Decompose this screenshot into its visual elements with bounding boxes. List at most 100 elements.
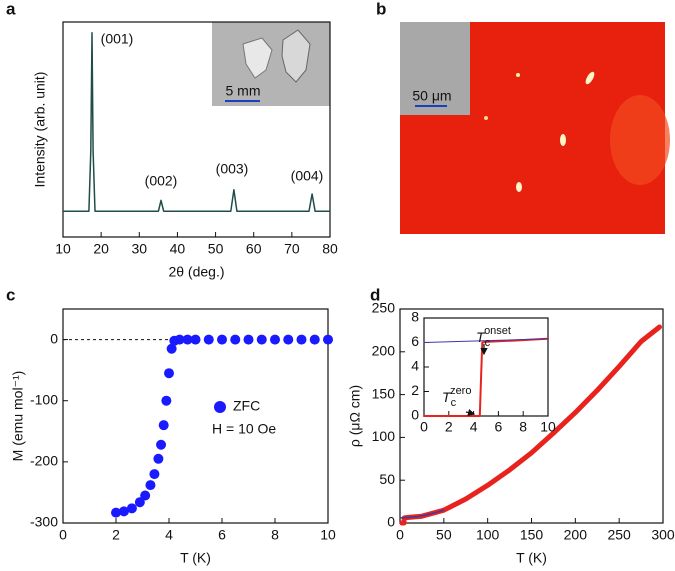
y-tick-label: 150	[372, 385, 396, 401]
tc-label: Tczero	[442, 385, 471, 409]
x-tick-label: 50	[208, 241, 224, 257]
x-tick-label: 20	[93, 241, 109, 257]
x-tick-label: 6	[495, 419, 503, 435]
data-line	[62, 32, 331, 212]
data-point	[323, 334, 333, 345]
x-tick-label: 40	[170, 241, 186, 257]
y-tick-label: 250	[372, 300, 396, 316]
plot-frame	[62, 21, 331, 238]
data-point	[203, 334, 214, 345]
y-tick-label: -100	[30, 391, 58, 407]
y-tick-label: -300	[30, 514, 58, 530]
x-tick-label: 10	[320, 527, 336, 543]
peak-label: (003)	[216, 161, 249, 177]
peak-label: (002)	[145, 173, 178, 189]
tc-label: Tconset	[476, 325, 511, 349]
legend-marker	[214, 401, 226, 413]
panel-label: a	[6, 0, 16, 18]
data-line	[423, 338, 549, 343]
data-point	[158, 420, 169, 431]
x-tick-label: 8	[519, 419, 527, 435]
x-tick-label: 8	[271, 527, 279, 543]
x-tick-label: 4	[470, 419, 478, 435]
micrograph	[400, 22, 670, 234]
inset-bg	[424, 318, 548, 416]
data-point	[134, 497, 145, 508]
x-tick-label: 50	[436, 527, 452, 543]
data-point	[166, 343, 177, 354]
x-axis-label: T (K)	[516, 550, 547, 566]
data-point	[164, 368, 174, 379]
x-tick-label: 30	[131, 241, 147, 257]
panel-label: b	[376, 0, 386, 18]
tc-sub: c	[485, 337, 491, 349]
y-tick-label: 4	[411, 358, 419, 374]
y-tick-label: 0	[411, 407, 419, 423]
tc-sup: onset	[484, 325, 511, 337]
data-point	[243, 334, 254, 345]
y-tick-label: 100	[372, 428, 396, 444]
x-tick-label: 100	[476, 527, 500, 543]
x-tick-label: 60	[246, 241, 262, 257]
y-tick-label: 200	[372, 343, 396, 359]
data-point	[256, 334, 267, 345]
data-point	[145, 480, 156, 491]
tc-symbol: T	[476, 329, 486, 345]
y-tick-label: 6	[411, 333, 419, 349]
x-axis-label: 2θ (deg.)	[168, 264, 224, 280]
x-tick-label: 10	[540, 419, 556, 435]
data-point	[190, 334, 201, 345]
x-tick-label: 300	[651, 527, 675, 543]
data-point	[161, 395, 172, 406]
x-tick-label: 200	[564, 527, 588, 543]
data-point	[270, 334, 280, 345]
x-tick-label: 80	[322, 241, 338, 257]
data-point	[126, 503, 137, 514]
y-tick-label: 0	[387, 514, 395, 530]
data-point	[174, 334, 185, 345]
legend-label: ZFC	[233, 398, 260, 414]
x-tick-label: 6	[218, 527, 226, 543]
data-point	[296, 334, 307, 345]
data-point	[309, 334, 320, 345]
inset-photo	[212, 22, 330, 106]
x-tick-label: 0	[59, 527, 67, 543]
data-point	[153, 453, 164, 464]
peak-label: (001)	[101, 31, 134, 47]
data-point	[283, 334, 294, 345]
data-point	[182, 334, 193, 345]
y-tick-label: 50	[379, 471, 395, 487]
x-tick-label: 2	[112, 527, 120, 543]
data-line	[399, 509, 445, 519]
annotation: H = 10 Oe	[212, 421, 276, 437]
plot-frame	[62, 308, 329, 524]
x-tick-label: 70	[284, 241, 300, 257]
data-point	[217, 334, 227, 345]
scale-bar-label: 5 mm	[226, 83, 261, 99]
peak-label: (004)	[291, 168, 324, 184]
scale-bar-label: 50 μm	[412, 88, 451, 104]
tc-symbol: T	[442, 389, 452, 405]
data-point	[111, 507, 121, 518]
data-line	[423, 337, 549, 417]
tc-sup: zero	[450, 385, 471, 397]
y-axis-label: ρ (μΩ cm)	[347, 385, 363, 447]
tc-sub: c	[451, 397, 457, 409]
x-tick-label: 150	[520, 527, 544, 543]
y-tick-label: 8	[411, 309, 419, 325]
panel-label: d	[370, 285, 380, 304]
y-axis-label: Intensity (arb. unit)	[32, 72, 48, 188]
data-point	[156, 439, 167, 450]
data-point	[230, 334, 241, 345]
x-tick-label: 4	[165, 527, 173, 543]
x-tick-label: 2	[445, 419, 453, 435]
x-tick-label: 0	[420, 419, 428, 435]
panel-label: c	[6, 285, 15, 304]
data-point	[118, 506, 129, 517]
data-point	[140, 490, 151, 501]
x-axis-label: T (K)	[180, 550, 211, 566]
arrow	[465, 409, 476, 417]
x-tick-label: 10	[55, 241, 71, 257]
x-tick-label: 0	[396, 527, 404, 543]
